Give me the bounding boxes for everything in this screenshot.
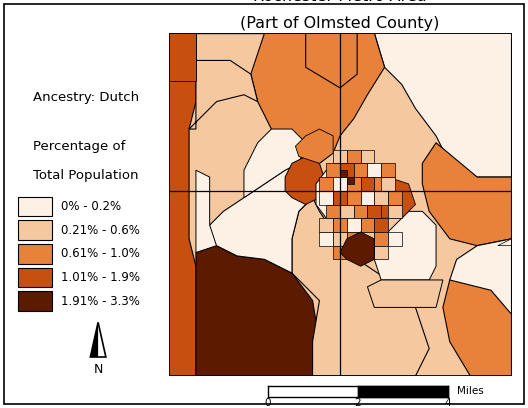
Polygon shape bbox=[498, 177, 512, 246]
Polygon shape bbox=[168, 33, 196, 376]
Polygon shape bbox=[361, 232, 374, 246]
Polygon shape bbox=[306, 33, 357, 88]
Polygon shape bbox=[333, 246, 347, 259]
Text: 2: 2 bbox=[355, 398, 361, 408]
Polygon shape bbox=[361, 177, 374, 191]
Text: 4: 4 bbox=[445, 398, 451, 408]
Polygon shape bbox=[340, 232, 374, 266]
Polygon shape bbox=[319, 232, 333, 246]
Polygon shape bbox=[361, 150, 374, 163]
Polygon shape bbox=[381, 177, 395, 191]
Polygon shape bbox=[340, 204, 354, 218]
Polygon shape bbox=[340, 170, 347, 177]
Polygon shape bbox=[210, 163, 313, 273]
Polygon shape bbox=[374, 33, 512, 177]
Text: Total Population: Total Population bbox=[33, 169, 139, 182]
Text: (Part of Olmsted County): (Part of Olmsted County) bbox=[240, 16, 440, 31]
Polygon shape bbox=[374, 218, 388, 232]
Polygon shape bbox=[388, 204, 402, 218]
Polygon shape bbox=[347, 191, 361, 204]
Polygon shape bbox=[443, 280, 512, 376]
Polygon shape bbox=[374, 191, 388, 204]
Polygon shape bbox=[340, 163, 354, 177]
Polygon shape bbox=[388, 191, 402, 204]
Polygon shape bbox=[295, 129, 333, 163]
Text: 0: 0 bbox=[265, 398, 271, 408]
Polygon shape bbox=[333, 218, 347, 232]
Polygon shape bbox=[354, 163, 367, 177]
Polygon shape bbox=[374, 177, 388, 191]
Polygon shape bbox=[347, 177, 354, 184]
Polygon shape bbox=[422, 143, 512, 246]
Text: 0.21% - 0.6%: 0.21% - 0.6% bbox=[61, 224, 140, 237]
Polygon shape bbox=[367, 280, 443, 307]
Bar bbox=[17, 220, 52, 240]
Polygon shape bbox=[374, 232, 388, 246]
Polygon shape bbox=[326, 163, 340, 177]
Polygon shape bbox=[347, 150, 361, 163]
Polygon shape bbox=[347, 232, 361, 246]
Polygon shape bbox=[196, 170, 216, 253]
Polygon shape bbox=[361, 191, 374, 204]
Polygon shape bbox=[450, 239, 512, 324]
Polygon shape bbox=[333, 191, 347, 204]
Polygon shape bbox=[90, 322, 98, 357]
Polygon shape bbox=[319, 218, 333, 232]
Text: N: N bbox=[93, 363, 103, 376]
Polygon shape bbox=[333, 177, 347, 191]
Polygon shape bbox=[347, 218, 361, 232]
Polygon shape bbox=[367, 163, 381, 177]
Text: 1.01% - 1.9%: 1.01% - 1.9% bbox=[61, 271, 140, 284]
Polygon shape bbox=[333, 232, 347, 246]
Text: Miles: Miles bbox=[457, 386, 484, 396]
Bar bbox=[17, 268, 52, 287]
Polygon shape bbox=[333, 150, 347, 163]
Polygon shape bbox=[326, 204, 340, 218]
Polygon shape bbox=[244, 129, 306, 197]
Polygon shape bbox=[292, 197, 429, 376]
Bar bbox=[17, 291, 52, 311]
Polygon shape bbox=[90, 322, 106, 357]
Polygon shape bbox=[361, 246, 374, 259]
Polygon shape bbox=[367, 204, 381, 218]
Bar bbox=[17, 197, 52, 216]
Text: 1.91% - 3.3%: 1.91% - 3.3% bbox=[61, 295, 140, 308]
Polygon shape bbox=[374, 246, 388, 259]
Polygon shape bbox=[374, 177, 416, 218]
Polygon shape bbox=[285, 157, 326, 204]
Text: 0.61% - 1.0%: 0.61% - 1.0% bbox=[61, 247, 140, 260]
Polygon shape bbox=[319, 191, 333, 204]
Text: Rochester Metro Area: Rochester Metro Area bbox=[253, 0, 427, 4]
Polygon shape bbox=[381, 163, 395, 177]
Polygon shape bbox=[347, 177, 361, 191]
Polygon shape bbox=[251, 33, 384, 163]
Polygon shape bbox=[168, 33, 196, 81]
Polygon shape bbox=[347, 246, 361, 259]
Polygon shape bbox=[361, 218, 374, 232]
Polygon shape bbox=[374, 211, 436, 280]
Text: Percentage of: Percentage of bbox=[33, 140, 126, 153]
Text: 0% - 0.2%: 0% - 0.2% bbox=[61, 200, 121, 213]
Polygon shape bbox=[196, 246, 319, 376]
Polygon shape bbox=[354, 204, 367, 218]
Polygon shape bbox=[388, 232, 402, 246]
Polygon shape bbox=[189, 33, 258, 129]
Polygon shape bbox=[319, 177, 333, 191]
Text: Ancestry: Dutch: Ancestry: Dutch bbox=[33, 91, 139, 104]
Polygon shape bbox=[316, 163, 381, 225]
Bar bbox=[17, 244, 52, 264]
